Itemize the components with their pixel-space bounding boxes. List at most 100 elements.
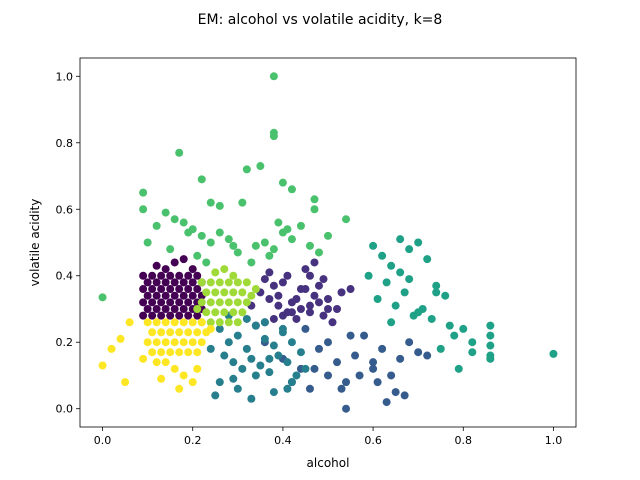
- data-point-cluster-7: [152, 318, 161, 327]
- data-point-cluster-6: [220, 308, 229, 317]
- data-point-cluster-0: [188, 291, 197, 300]
- data-point-cluster-3: [233, 331, 242, 340]
- data-point-cluster-5: [324, 231, 332, 240]
- data-point-cluster-1: [283, 308, 292, 317]
- data-point-cluster-4: [382, 278, 391, 287]
- data-point-cluster-1: [305, 271, 314, 280]
- data-point-cluster-1: [274, 301, 283, 310]
- data-point-cluster-5: [197, 175, 206, 184]
- data-point-cluster-4: [432, 281, 441, 290]
- data-point-cluster-7: [161, 358, 170, 367]
- data-point-cluster-7: [166, 328, 175, 337]
- data-point-cluster-3: [278, 324, 287, 333]
- data-point-cluster-3: [220, 351, 229, 360]
- data-point-cluster-2: [346, 331, 355, 340]
- data-point-cluster-0: [179, 291, 188, 300]
- data-point-cluster-5: [265, 251, 274, 260]
- data-point-cluster-0: [170, 304, 179, 313]
- data-point-cluster-5: [229, 241, 238, 250]
- data-point-cluster-1: [333, 304, 342, 313]
- data-point-cluster-5: [310, 195, 319, 204]
- data-point-cluster-6: [215, 278, 224, 287]
- data-point-cluster-4: [445, 321, 454, 330]
- data-point-cluster-1: [260, 275, 269, 284]
- data-point-cluster-4: [414, 308, 423, 317]
- data-point-cluster-1: [337, 288, 346, 297]
- data-point-cluster-4: [427, 314, 436, 323]
- data-point-cluster-3: [265, 354, 274, 363]
- data-point-cluster-7: [175, 384, 184, 393]
- data-point-cluster-7: [197, 318, 206, 327]
- data-point-cluster-6: [220, 265, 229, 274]
- data-point-cluster-0: [157, 285, 166, 294]
- data-point-cluster-0: [175, 285, 184, 294]
- data-point-cluster-3: [206, 344, 215, 353]
- x-tick-label: 0.0: [94, 434, 112, 447]
- data-point-cluster-5: [170, 215, 179, 224]
- data-point-cluster-4: [450, 331, 459, 340]
- data-point-cluster-4: [486, 321, 495, 330]
- x-axis: 0.0 0.2 0.4 0.6 0.8 1.0: [94, 427, 562, 447]
- data-point-cluster-1: [296, 304, 305, 313]
- data-point-cluster-6: [224, 318, 233, 327]
- data-point-cluster-0: [148, 285, 157, 294]
- data-point-cluster-4: [441, 291, 450, 300]
- data-point-cluster-7: [148, 328, 157, 337]
- data-point-cluster-7: [197, 338, 206, 347]
- data-point-cluster-0: [143, 304, 152, 313]
- data-point-cluster-7: [193, 328, 202, 337]
- data-point-cluster-1: [265, 295, 274, 304]
- data-point-cluster-0: [184, 271, 193, 280]
- data-point-cluster-0: [148, 298, 157, 307]
- data-point-cluster-7: [107, 344, 116, 353]
- data-point-cluster-5: [143, 238, 152, 247]
- data-point-cluster-7: [184, 328, 193, 337]
- data-point-cluster-5: [287, 235, 296, 244]
- data-point-cluster-3: [242, 314, 251, 323]
- data-point-cluster-0: [139, 311, 148, 320]
- data-point-cluster-4: [373, 295, 382, 304]
- data-point-cluster-3: [215, 378, 224, 387]
- data-point-cluster-2: [373, 378, 382, 387]
- data-point-cluster-5: [233, 248, 242, 257]
- data-point-cluster-0: [175, 271, 184, 280]
- data-point-cluster-3: [251, 321, 260, 330]
- data-point-cluster-4: [486, 354, 495, 363]
- x-tick-label: 0.6: [364, 434, 382, 447]
- data-point-cluster-6: [206, 278, 215, 287]
- data-point-cluster-1: [274, 291, 283, 300]
- data-point-cluster-1: [346, 285, 355, 294]
- data-point-cluster-4: [486, 341, 495, 350]
- data-point-cluster-2: [337, 384, 346, 393]
- data-point-cluster-6: [238, 288, 247, 297]
- data-point-cluster-0: [161, 278, 170, 287]
- data-point-cluster-5: [206, 198, 215, 207]
- data-point-cluster-2: [396, 354, 405, 363]
- data-point-cluster-2: [301, 324, 310, 333]
- data-point-cluster-5: [310, 205, 319, 214]
- data-point-cluster-1: [324, 295, 332, 304]
- data-point-cluster-1: [328, 318, 337, 327]
- data-point-cluster-3: [247, 354, 256, 363]
- data-point-cluster-0: [179, 278, 188, 287]
- data-point-cluster-3: [260, 334, 269, 343]
- data-point-cluster-5: [206, 238, 215, 247]
- data-point-cluster-5: [152, 221, 161, 230]
- data-point-cluster-6: [202, 308, 211, 317]
- data-point-cluster-3: [229, 358, 238, 367]
- data-point-cluster-0: [175, 298, 184, 307]
- data-point-cluster-0: [161, 265, 170, 274]
- data-point-cluster-4: [405, 245, 414, 254]
- data-point-cluster-0: [193, 285, 202, 294]
- data-point-cluster-4: [387, 261, 396, 270]
- data-point-cluster-7: [152, 358, 161, 367]
- data-point-cluster-5: [215, 228, 224, 237]
- data-point-cluster-0: [139, 298, 148, 307]
- data-point-cluster-3: [242, 344, 251, 353]
- data-point-cluster-5: [139, 205, 148, 214]
- data-point-cluster-1: [314, 281, 323, 290]
- x-tick-label: 0.4: [274, 434, 292, 447]
- data-point-cluster-7: [161, 338, 170, 347]
- data-point-cluster-0: [148, 311, 157, 320]
